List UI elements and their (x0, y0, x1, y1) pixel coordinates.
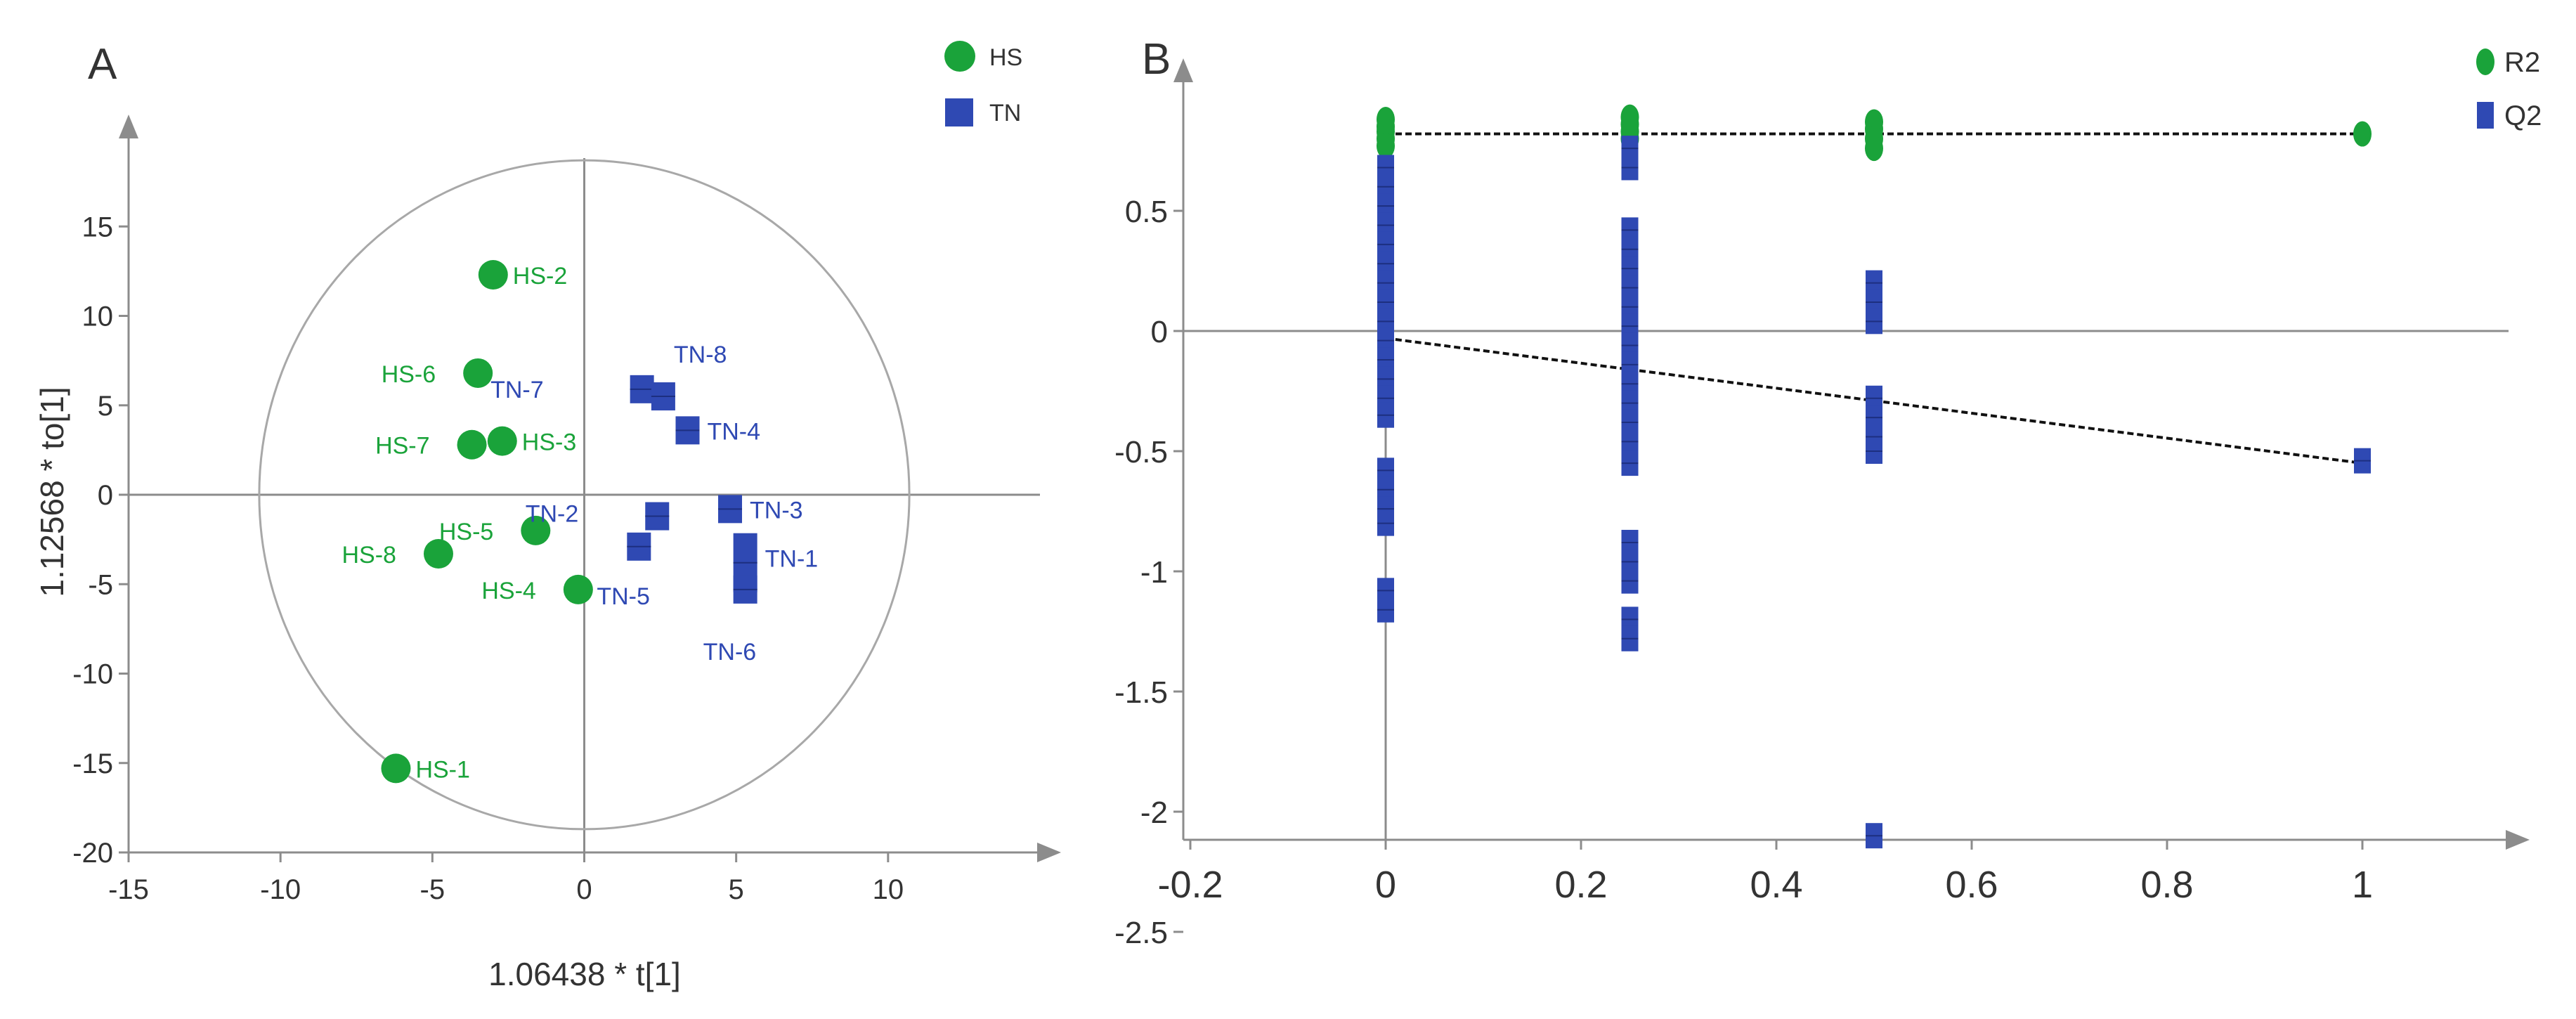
a-point-label: HS-7 (375, 433, 429, 460)
panel-b: B -0.2 0 0.2 0.4 0.6 0.8 1 0.5 0 -0.5 -1 -1.5 -2 -2.5… (1114, 35, 2542, 950)
a-point-label: HS-2 (513, 263, 567, 290)
a-point-hs-3 (487, 426, 517, 456)
panel-a: A -15 -10 -5 0 5 10 15 10 5 0 -5 -10 -15 -20 HS-1 HS-2… (34, 40, 1061, 992)
a-x-axis-arrow (1037, 843, 1061, 862)
b-tick-labels: -0.2 0 0.2 0.4 0.6 0.8 1 0.5 0 -0.5 -1 -1.5 -2 -2.5 (1114, 195, 2373, 950)
a-confidence-ellipse (258, 159, 911, 831)
b-x-tick-label: 0 (1375, 864, 1396, 906)
a-x-tick-label: -10 (260, 874, 301, 905)
b-y-tick-label: -2.5 (1114, 916, 1168, 950)
a-point-hs-1 (381, 753, 411, 784)
b-x-tick-label: 0.4 (1750, 864, 1802, 906)
a-point-label: HS-5 (439, 519, 493, 545)
panel-a-label: A (88, 40, 117, 89)
a-point-hs-4 (563, 574, 593, 604)
a-point-label: TN-3 (750, 497, 803, 524)
legend-r2-marker (2476, 48, 2494, 75)
a-point-hs-5 (521, 515, 551, 545)
a-x-tick-label: 10 (873, 874, 904, 905)
b-y-axis-arrow (1173, 58, 1193, 82)
a-x-tick-label: -15 (108, 874, 149, 905)
b-y-tick-label: -0.5 (1114, 435, 1168, 469)
a-y-tick-label: 10 (82, 301, 114, 332)
a-y-tick-label: -15 (72, 748, 113, 779)
a-y-tick-label: 5 (98, 391, 113, 422)
a-x-tick-label: 0 (576, 874, 592, 905)
panel-b-label: B (1142, 35, 1171, 84)
b-axes (1173, 58, 2530, 850)
b-point-r2 (1377, 133, 1395, 159)
b-x-tick-label: 1 (2352, 864, 2373, 906)
b-y-tick-label: -2 (1140, 796, 1168, 830)
a-data-marks: HS-1 HS-2 HS-3 HS-4 HS-5 HS-6 HS-7 HS-8 TN-1 TN-2… (342, 259, 819, 784)
a-y-tick-label: -5 (88, 569, 113, 600)
a-point-label: HS-8 (342, 542, 396, 569)
legend-q2-marker (2477, 102, 2494, 129)
a-point-label: TN-1 (765, 546, 819, 573)
b-point-r2 (1865, 136, 1883, 162)
a-x-axis-label: 1.06438 * t[1] (488, 956, 681, 992)
a-point-hs-7 (457, 429, 487, 460)
a-point-label: HS-4 (481, 578, 535, 604)
b-x-tick-label: 0.6 (1945, 864, 1998, 906)
a-axes (119, 115, 1061, 862)
a-y-tick-label: -10 (72, 659, 113, 690)
a-y-axis-label: 1.12568 * to[1] (34, 387, 70, 597)
a-point-label: TN-5 (597, 583, 650, 610)
a-point-label: HS-6 (382, 361, 436, 388)
a-x-tick-label: 5 (729, 874, 744, 905)
b-y-tick-label: -1 (1140, 555, 1168, 590)
a-point-label: TN-6 (703, 639, 757, 666)
a-y-tick-label: 15 (82, 212, 114, 242)
b-x-tick-label: -0.2 (1157, 864, 1223, 906)
a-y-axis-arrow (119, 115, 138, 138)
a-point-label: TN-7 (490, 377, 544, 403)
a-legend: HS TN (944, 41, 1022, 126)
a-point-label: TN-4 (707, 418, 760, 445)
b-x-tick-label: 0.8 (2140, 864, 2193, 906)
a-point-label: HS-3 (522, 429, 576, 456)
a-y-tick-label: 0 (98, 480, 113, 511)
b-y-tick-label: 0 (1151, 315, 1168, 349)
b-legend: R2 Q2 (2476, 47, 2542, 131)
b-data-marks (1377, 104, 2372, 849)
b-y-tick-label: 0.5 (1125, 195, 1168, 229)
legend-hs-marker (944, 41, 975, 72)
a-x-tick-label: -5 (420, 874, 445, 905)
a-point-hs-8 (423, 538, 453, 569)
legend-hs-label: HS (989, 44, 1022, 71)
a-point-hs-2 (478, 259, 508, 290)
b-y-tick-label: -1.5 (1114, 675, 1168, 710)
legend-r2-label: R2 (2504, 47, 2540, 78)
legend-tn-label: TN (989, 100, 1021, 126)
b-x-axis-arrow (2506, 830, 2530, 850)
b-point-r2 (2353, 121, 2372, 147)
a-y-tick-label: -20 (72, 838, 113, 869)
a-point-label: HS-1 (415, 756, 469, 783)
a-point-label: TN-2 (526, 501, 579, 528)
b-x-tick-label: 0.2 (1554, 864, 1607, 906)
a-point-label: TN-8 (674, 342, 727, 368)
legend-q2-label: Q2 (2504, 100, 2542, 131)
a-tick-labels: -15 -10 -5 0 5 10 15 10 5 0 -5 -10 -15 -20 (72, 212, 904, 905)
a-point-hs-6 (463, 358, 493, 388)
legend-tn-marker (945, 98, 973, 126)
